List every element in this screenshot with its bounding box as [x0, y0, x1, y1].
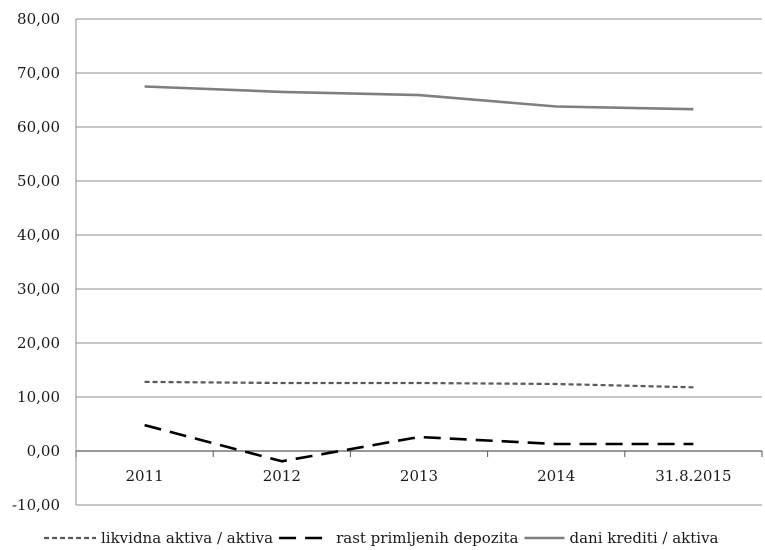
x-tick-label: 2014	[537, 467, 575, 485]
y-tick-label: 10,00	[17, 388, 60, 406]
y-tick-label: 60,00	[17, 118, 60, 136]
y-tick-label: 70,00	[17, 64, 60, 82]
series-line-2	[144, 423, 694, 463]
axes	[75, 19, 763, 505]
series-lines	[144, 85, 694, 463]
y-tick-label: 0,00	[27, 442, 60, 460]
x-tick-label: 2011	[126, 467, 164, 485]
series-line-1	[144, 380, 694, 389]
legend-label: dani krediti / aktiva	[569, 529, 718, 547]
y-tick-label: 20,00	[17, 334, 60, 352]
legend-label: likvidna aktiva / aktiva	[101, 529, 273, 547]
series-line-3	[144, 85, 694, 111]
legend-item-2: rast primljenih depozita	[279, 529, 519, 547]
legend-item-1: likvidna aktiva / aktiva	[44, 529, 273, 547]
y-tick-label: 30,00	[17, 280, 60, 298]
y-tick-label: -10,00	[12, 496, 60, 514]
gridlines	[76, 18, 762, 506]
x-tick-label: 2013	[400, 467, 438, 485]
legend: likvidna aktiva / aktiva rast primljenih …	[44, 529, 719, 547]
x-axis-tick-labels: 2011 2012 2013 2014 31.8.2015	[126, 467, 732, 485]
legend-label: rast primljenih depozita	[336, 529, 518, 547]
x-tick-label: 2012	[263, 467, 301, 485]
y-tick-label: 50,00	[17, 172, 60, 190]
y-tick-label: 80,00	[17, 10, 60, 28]
y-axis-tick-labels: 80,00 70,00 60,00 50,00 40,00 30,00 20,00 10,00…	[12, 10, 60, 514]
x-tick-label: 31.8.2015	[655, 467, 731, 485]
legend-item-3: dani krediti / aktiva	[524, 529, 719, 547]
y-tick-label: 40,00	[17, 226, 60, 244]
